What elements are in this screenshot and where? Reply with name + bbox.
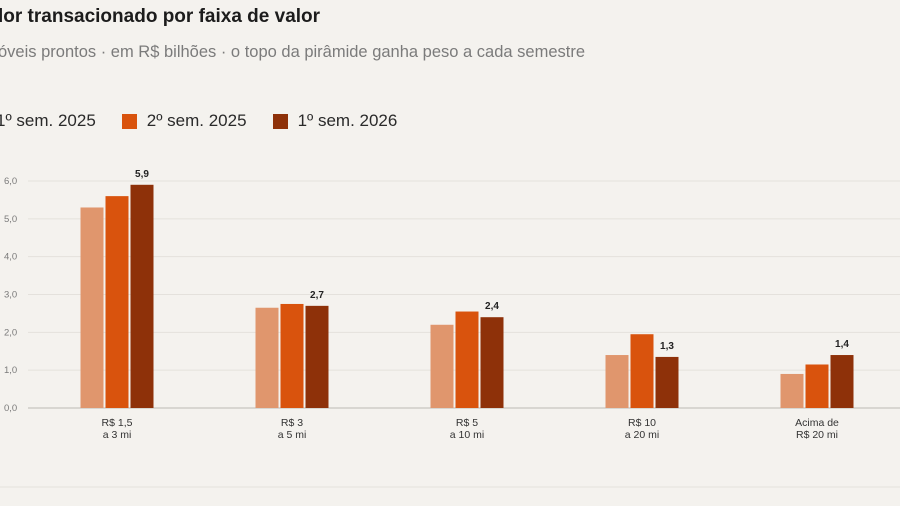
category-label-4-line-1: R$ 10 [628, 417, 656, 429]
bar-1-series-1 [80, 207, 104, 408]
category-label-4-line-2: a 20 mi [625, 429, 659, 441]
data-label-4: 1,3 [660, 341, 674, 352]
legend-item-series-3: 1º sem. 2026 [272, 111, 398, 131]
legend-label-series-2: 2º sem. 2025 [146, 111, 247, 130]
category-label-1-line-2: a 3 mi [103, 429, 132, 441]
category-label-3-line-1: R$ 5 [456, 417, 478, 429]
chart-subtitle: óveis prontos · em R$ bilhões · o topo d… [0, 43, 585, 61]
bar-4-series-3 [655, 356, 679, 408]
category-label-3-line-2: a 10 mi [450, 429, 484, 441]
category-label-5-line-2: R$ 20 mi [796, 429, 838, 441]
category-label-5-line-1: Acima de [795, 417, 839, 429]
bar-5-series-2 [805, 364, 829, 408]
y-tick-label: 4,0 [4, 252, 17, 263]
y-tick-label: 2,0 [4, 327, 17, 338]
category-label-1-line-1: R$ 1,5 [102, 417, 133, 429]
legend-label-series-1: 1º sem. 2025 [0, 111, 96, 130]
category-label-2-line-1: R$ 3 [281, 417, 303, 429]
bar-3-series-2 [455, 311, 479, 408]
y-tick-label: 6,0 [4, 176, 17, 187]
bar-3-series-1 [430, 324, 454, 408]
y-tick-label: 3,0 [4, 290, 17, 301]
legend-item-series-2: 2º sem. 2025 [121, 111, 247, 131]
legend-item-series-1: 1º sem. 2025 [0, 111, 96, 131]
legend-swatch-series-3 [272, 113, 288, 129]
data-label-2: 2,7 [310, 290, 324, 301]
bar-2-series-1 [255, 307, 279, 408]
bar-4-series-2 [630, 334, 654, 408]
legend: 1º sem. 2025 2º sem. 2025 1º sem. 2026 [0, 111, 423, 131]
y-tick-label: 5,0 [4, 214, 17, 225]
bar-4-series-1 [605, 355, 629, 408]
bar-3-series-3 [480, 317, 504, 408]
category-label-2-line-2: a 5 mi [278, 429, 307, 441]
bar-5-series-3 [830, 355, 854, 408]
bar-2-series-3 [305, 305, 329, 408]
bar-5-series-1 [780, 373, 804, 408]
data-label-3: 2,4 [485, 301, 499, 312]
bar-2-series-2 [280, 303, 304, 408]
data-label-5: 1,4 [835, 339, 849, 350]
bar-1-series-3 [130, 184, 154, 408]
legend-swatch-series-2 [121, 113, 137, 129]
y-tick-label: 0,0 [4, 403, 17, 414]
legend-label-series-3: 1º sem. 2026 [297, 111, 398, 130]
bar-1-series-2 [105, 196, 129, 408]
data-label-1: 5,9 [135, 169, 149, 180]
chart-title: lor transacionado por faixa de valor [0, 6, 321, 27]
y-tick-label: 1,0 [4, 365, 17, 376]
